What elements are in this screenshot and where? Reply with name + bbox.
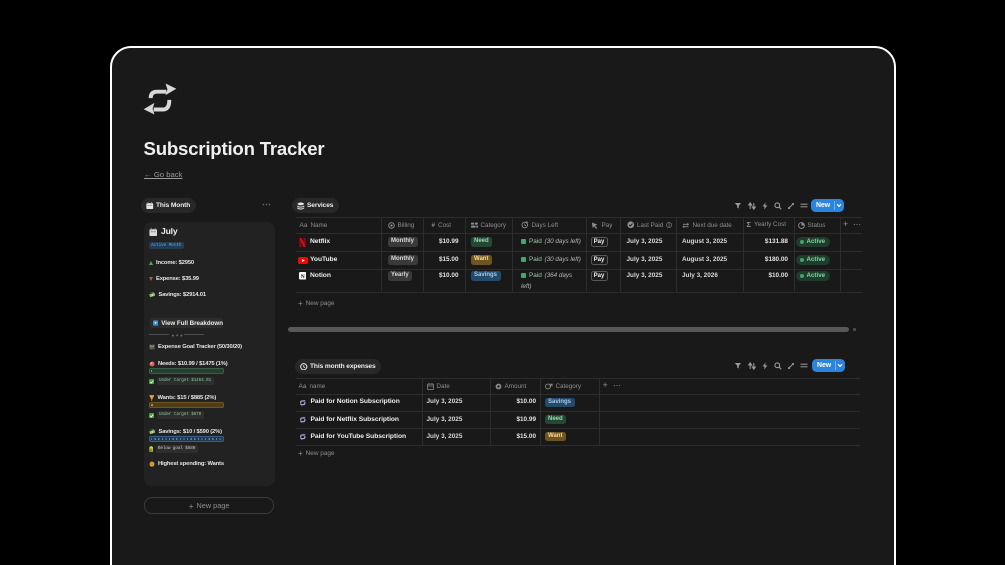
svg-text:N: N [300, 274, 304, 280]
